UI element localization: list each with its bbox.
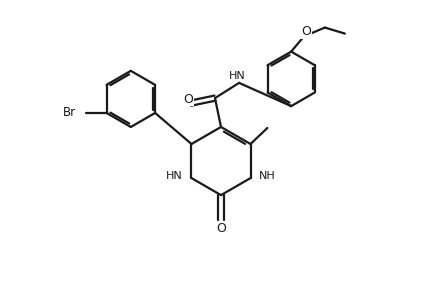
Text: O: O <box>301 25 311 38</box>
Text: NH: NH <box>260 171 276 181</box>
Text: Br: Br <box>62 106 76 120</box>
Text: O: O <box>216 222 226 235</box>
Text: HN: HN <box>229 71 245 81</box>
Text: HN: HN <box>166 171 183 181</box>
Text: O: O <box>184 93 194 106</box>
